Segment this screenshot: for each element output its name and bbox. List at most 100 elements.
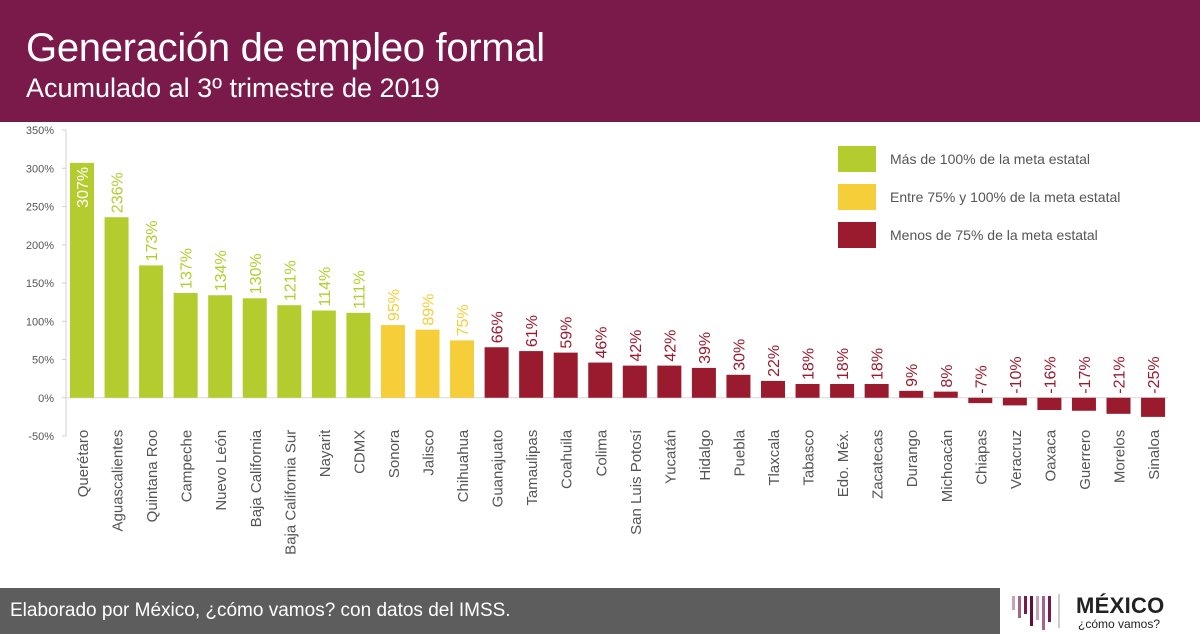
category-label: Zacatecas	[870, 430, 887, 499]
bar-morelos	[1106, 397, 1131, 414]
value-label: 46%	[593, 327, 610, 359]
value-label: 61%	[524, 315, 541, 347]
value-label: 137%	[179, 248, 196, 289]
value-label: 59%	[559, 317, 576, 349]
value-label: -7%	[973, 365, 990, 393]
bar-hidalgo	[691, 367, 716, 398]
category-label: Sinaloa	[1146, 429, 1163, 480]
value-label: 42%	[628, 330, 645, 362]
logo-name: MÉXICO	[1076, 593, 1165, 618]
bar-veracruz	[1002, 397, 1027, 406]
category-label: Edo. Méx.	[835, 430, 852, 498]
bar-nayarit	[311, 310, 336, 398]
logo: MÉXICO ¿cómo vamos?	[1000, 588, 1200, 634]
category-label: CDMX	[351, 430, 368, 474]
legend: Más de 100% de la meta estatal Entre 75% …	[838, 146, 1120, 248]
category-label: Michoacán	[939, 430, 956, 503]
category-label: Guerrero	[1077, 430, 1094, 490]
category-label: Coahuila	[559, 429, 576, 489]
category-label: San Luis Potosí	[628, 429, 645, 535]
value-label: 8%	[939, 365, 956, 388]
category-label: Baja California	[248, 429, 265, 527]
value-label: 130%	[248, 253, 265, 294]
bar-tlaxcala	[761, 380, 785, 398]
y-tick-label: 200%	[26, 240, 54, 252]
value-label: 307%	[75, 167, 92, 208]
value-label: -10%	[1008, 356, 1025, 393]
category-label: Nuevo León	[213, 430, 230, 511]
category-label: Nayarit	[317, 429, 334, 477]
footer-credit: Elaborado por México, ¿cómo vamos? con d…	[10, 600, 511, 621]
bar-nuevo-león	[208, 295, 233, 398]
value-label: 30%	[731, 339, 748, 371]
bar-yucatán	[657, 365, 682, 398]
category-label: Guanajuato	[490, 430, 507, 508]
y-tick-label: 0%	[38, 393, 54, 405]
y-tick-label: 150%	[26, 278, 54, 290]
category-label: Tabasco	[801, 430, 818, 486]
bar-tabasco	[795, 383, 820, 398]
category-label: Tlaxcala	[766, 429, 783, 486]
value-label: 42%	[662, 330, 679, 362]
value-label: 111%	[351, 270, 368, 309]
bar-aguascalientes	[104, 217, 129, 398]
value-label: 9%	[904, 364, 921, 387]
bar-guanajuato	[484, 347, 509, 398]
bar-edo-méx-	[830, 383, 855, 398]
value-label: 18%	[835, 348, 852, 380]
logo-bar	[1042, 596, 1045, 630]
y-tick-label: 50%	[32, 355, 54, 367]
category-label: Puebla	[731, 429, 748, 476]
logo-bar	[1018, 596, 1021, 618]
bar-chiapas	[968, 397, 993, 404]
logo-bars-icon	[1012, 594, 1060, 630]
value-label: 75%	[455, 304, 472, 336]
bar-baja-california-sur	[277, 305, 302, 398]
category-label: Colima	[593, 429, 610, 476]
category-label: Quintana Roo	[144, 430, 161, 523]
bars: 307% Querétaro 236% Aguascalientes 173% Quint…	[70, 162, 1166, 555]
value-label: -25%	[1146, 356, 1163, 393]
category-label: Querétaro	[75, 430, 92, 498]
logo-bar	[1030, 596, 1033, 626]
value-label: 39%	[697, 332, 714, 364]
bar-oaxaca	[1037, 397, 1062, 410]
page-title: Generación de empleo formal	[26, 26, 545, 70]
legend-label: Entre 75% y 100% de la meta estatal	[890, 189, 1120, 205]
category-label: Hidalgo	[697, 430, 714, 481]
legend-label: Menos de 75% de la meta estatal	[890, 227, 1098, 243]
y-tick-label: 250%	[26, 202, 54, 214]
category-label: Chihuahua	[455, 429, 472, 502]
category-label: Durango	[904, 430, 921, 488]
category-label: Sonora	[386, 429, 403, 478]
value-label: 134%	[213, 250, 230, 291]
bar-sinaloa	[1141, 397, 1166, 417]
y-tick-label: 350%	[26, 125, 54, 137]
category-label: Baja California Sur	[282, 430, 299, 555]
category-label: Veracruz	[1008, 430, 1025, 489]
logo-bar	[1024, 596, 1027, 614]
bar-jalisco	[415, 329, 440, 398]
logo-bar	[1012, 596, 1015, 610]
legend-swatch-mid	[838, 184, 876, 210]
bar-campeche	[173, 292, 198, 398]
value-label: 173%	[144, 220, 161, 261]
bar-baja-california	[242, 298, 267, 398]
value-label: 89%	[421, 294, 438, 326]
value-label: 121%	[282, 260, 299, 301]
bar-michoacán	[933, 391, 958, 398]
bar-zacatecas	[864, 383, 889, 398]
legend-swatch-low	[838, 222, 876, 248]
value-label: 114%	[317, 267, 334, 307]
value-label: 95%	[386, 289, 403, 321]
y-tick-label: -50%	[28, 431, 54, 443]
bar-colima	[588, 362, 613, 398]
logo-bar	[1048, 596, 1051, 622]
bar-tamaulipas	[519, 351, 544, 398]
category-label: Aguascalientes	[110, 430, 127, 532]
y-tick-label: 300%	[26, 163, 54, 175]
value-label: -16%	[1042, 356, 1059, 393]
bar-chihuahua	[450, 340, 475, 398]
category-label: Oaxaca	[1042, 429, 1059, 481]
category-label: Jalisco	[421, 430, 438, 476]
